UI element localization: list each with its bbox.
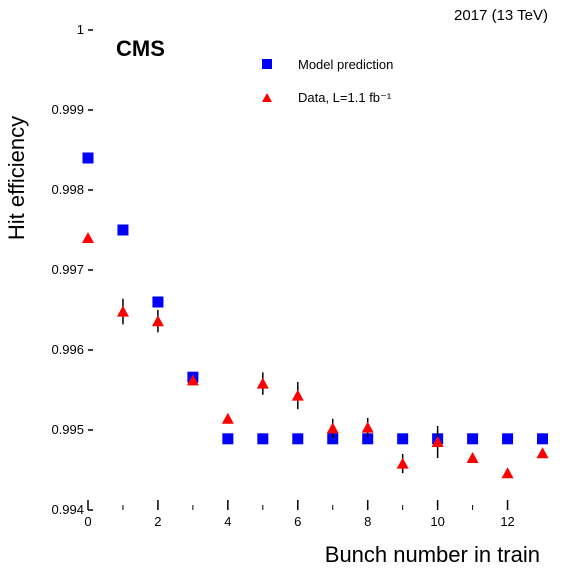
series-0-point — [222, 433, 234, 445]
x-tick-label: 4 — [224, 514, 231, 529]
axes-layer: 0 2 4 6 8 10 12 0.994 0.995 0.996 0.997 0.998 0.999 1 — [51, 22, 514, 529]
legend-marker-data — [262, 93, 272, 102]
series-layer — [82, 152, 549, 479]
x-tick-label: 2 — [154, 514, 161, 529]
series-0-point — [537, 433, 549, 445]
experiment-label: CMS — [116, 36, 165, 61]
series-1-point — [466, 452, 479, 463]
series-0-point — [502, 433, 514, 445]
legend: Model prediction Data, L=1.1 fb⁻¹ — [262, 57, 393, 105]
y-tick-label: 0.994 — [51, 502, 84, 517]
series-0-point — [117, 224, 129, 236]
y-tick-label: 0.995 — [51, 422, 84, 437]
series-1-point — [396, 457, 409, 469]
series-1-point — [361, 421, 374, 433]
energy-label: 2017 (13 TeV) — [454, 7, 548, 24]
series-1-point — [431, 436, 444, 447]
series-0-point — [327, 433, 339, 445]
series-1-point — [291, 389, 304, 401]
series-1-point — [151, 315, 164, 327]
series-0-point — [397, 433, 409, 445]
series-0-point — [82, 152, 94, 164]
series-1-point — [326, 422, 339, 434]
series-0-point — [292, 433, 304, 445]
series-1-point — [186, 374, 199, 386]
y-tick-label: 0.999 — [51, 102, 84, 117]
y-axis-title: Hit efficiency — [4, 116, 29, 240]
series-0-point — [257, 433, 269, 445]
x-tick-label: 10 — [430, 514, 444, 529]
x-tick-label: 0 — [84, 514, 91, 529]
x-tick-label: 12 — [500, 514, 514, 529]
legend-label-model: Model prediction — [298, 57, 393, 72]
legend-marker-model — [262, 59, 272, 69]
series-1-point — [221, 412, 234, 424]
y-tick-label: 1 — [77, 22, 84, 37]
series-0-point — [362, 433, 374, 445]
y-tick-label: 0.997 — [51, 262, 84, 277]
x-tick-label: 6 — [294, 514, 301, 529]
y-tick-label: 0.996 — [51, 342, 84, 357]
series-1-point — [256, 377, 269, 389]
y-tick-label: 0.998 — [51, 182, 84, 197]
series-0-point — [152, 296, 164, 308]
series-0-point — [467, 433, 479, 445]
series-1-point — [82, 232, 94, 243]
series-1-point — [501, 467, 514, 479]
x-tick-label: 8 — [364, 514, 371, 529]
x-axis-title: Bunch number in train — [325, 542, 540, 567]
series-1-point — [116, 305, 129, 317]
legend-label-data: Data, L=1.1 fb⁻¹ — [298, 90, 392, 105]
series-1-point — [536, 447, 549, 459]
